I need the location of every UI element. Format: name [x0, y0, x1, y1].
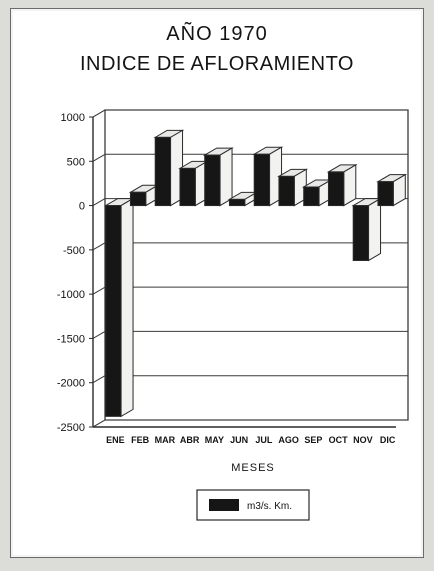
x-axis-label: MESES [231, 462, 275, 474]
chart-title-year: AÑO 1970 [166, 23, 268, 45]
bar [204, 154, 221, 207]
chart-title-subject: INDICE DE AFLORAMIENTO [79, 53, 354, 75]
y-tick-label: -1500 [57, 333, 85, 345]
x-tick-label: SEP [304, 435, 322, 445]
bar-chart: 1000 500 0 -500 -1000 -1500 -2000 -2500 ENE FEB MA… [57, 109, 409, 521]
bar [228, 198, 246, 207]
y-tick-label: 1000 [61, 112, 85, 124]
gridline-side [92, 286, 106, 295]
bar [129, 191, 147, 207]
x-tick-label: DIC [380, 435, 396, 445]
legend-label: m3/s. Km. [247, 501, 292, 512]
gridline-side [92, 242, 106, 251]
gridline-side [92, 109, 106, 118]
x-tick-label: ABR [180, 435, 200, 445]
x-tick-label: OCT [329, 435, 349, 445]
gridline-side [92, 419, 106, 428]
x-tick-label: FEB [131, 435, 150, 445]
bar [154, 136, 172, 207]
bar [105, 205, 122, 417]
bar [377, 181, 394, 207]
x-tick-label: MAR [155, 435, 176, 445]
bar [327, 171, 345, 207]
legend-swatch [209, 499, 239, 511]
x-tick-label: MAY [205, 435, 224, 445]
gridline-side [92, 330, 106, 339]
gridline-side [92, 375, 106, 384]
figure-card: AÑO 1970 INDICE DE AFLORAMIENTO 1000 500 0… [10, 8, 424, 558]
x-tick-label: JUL [255, 435, 273, 445]
y-tick-label: -2500 [57, 422, 85, 434]
y-tick-label: 0 [79, 201, 85, 213]
gridline-side [92, 153, 106, 162]
bar-side-face [368, 197, 382, 262]
bar-side-face [219, 147, 233, 207]
y-tick-label: 500 [67, 156, 85, 168]
x-tick-label: NOV [353, 435, 373, 445]
bar-side-face [120, 197, 134, 418]
y-tick-label: -1000 [57, 289, 85, 301]
bar-side-face [343, 164, 357, 207]
bar [179, 167, 196, 207]
gridline-side [92, 198, 106, 207]
x-tick-label: JUN [230, 435, 248, 445]
y-tick-label: -500 [63, 245, 85, 257]
bar [253, 153, 271, 207]
bar [303, 186, 320, 207]
bar [278, 175, 295, 207]
x-tick-label: AGO [278, 435, 299, 445]
x-tick-label: ENE [106, 435, 125, 445]
bar [352, 205, 370, 261]
y-tick-label: -2000 [57, 378, 85, 390]
